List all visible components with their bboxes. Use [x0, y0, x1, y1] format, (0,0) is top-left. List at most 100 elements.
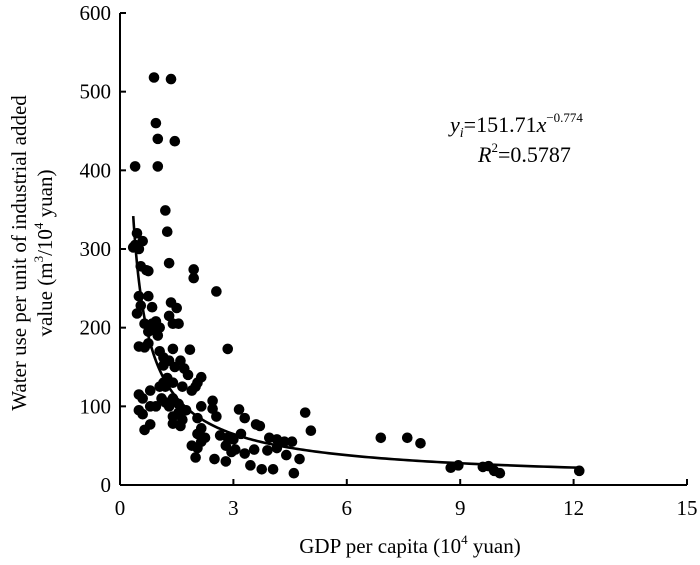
data-point [220, 456, 232, 467]
data-point [139, 318, 150, 330]
r-squared-sup: 2 [491, 140, 498, 155]
data-point [228, 434, 239, 445]
data-point [573, 465, 585, 477]
data-point [188, 264, 200, 275]
data-point [160, 381, 171, 392]
data-point [262, 445, 273, 456]
data-point [195, 401, 207, 412]
data-point [129, 161, 141, 172]
data-point [158, 360, 169, 371]
equation-exponent: −0.774 [546, 110, 583, 125]
y-axis-title-line1: Water use per unit of industrial added [7, 95, 31, 411]
y-axis-title-line2-pre: value (m [33, 262, 57, 336]
equation-rhs: =151.71 [464, 112, 537, 137]
equation-x-var: x [536, 112, 547, 137]
y-axis-title: Water use per unit of industrial added v… [7, 95, 57, 411]
data-point [190, 452, 201, 463]
y-tick-label: 400 [80, 158, 112, 182]
data-point [137, 393, 148, 404]
data-point [146, 301, 158, 313]
data-point [186, 385, 198, 396]
data-point [299, 407, 311, 418]
data-point [256, 463, 268, 475]
data-point [143, 265, 154, 277]
plot-area: 0 100 200 300 400 500 600 0 3 6 9 12 15 [80, 1, 698, 520]
data-point [163, 310, 175, 322]
x-tick-label: 0 [115, 496, 126, 520]
data-point [175, 420, 186, 432]
x-tick-label: 15 [677, 496, 698, 520]
data-point [127, 242, 139, 253]
data-point [195, 371, 207, 383]
data-point [271, 442, 283, 454]
data-point [375, 432, 387, 444]
data-point [133, 341, 145, 352]
x-tick-label: 6 [342, 496, 353, 520]
data-point [161, 226, 173, 237]
r-squared-var: R [477, 142, 492, 167]
data-point [182, 369, 194, 381]
data-point [177, 381, 188, 392]
data-point [222, 343, 234, 355]
y-tick-label: 100 [80, 394, 112, 418]
data-point [279, 436, 290, 448]
data-point [144, 385, 156, 396]
data-point [180, 404, 192, 416]
data-point [267, 463, 279, 475]
data-point [281, 449, 292, 461]
data-point [131, 308, 143, 319]
data-point [235, 428, 247, 440]
data-point [171, 302, 182, 314]
data-point [150, 117, 162, 129]
equation-annotation: yi=151.71x−0.774 [448, 110, 583, 141]
data-point [152, 330, 164, 341]
data-point [305, 425, 317, 437]
data-point [195, 436, 207, 448]
data-point [152, 161, 164, 172]
data-point [294, 453, 305, 465]
data-point [163, 401, 175, 412]
data-point [239, 448, 251, 459]
equation-y-var: y [448, 112, 460, 137]
data-point [211, 411, 222, 422]
data-point [286, 436, 298, 448]
data-point [137, 408, 148, 420]
x-axis-title-sup: 4 [461, 532, 468, 547]
data-points [127, 72, 585, 479]
x-tick-label: 9 [455, 496, 466, 520]
y-axis-title-line2-mid: /10 [33, 229, 57, 256]
data-point [169, 361, 181, 373]
data-point [148, 72, 160, 83]
data-point [131, 227, 143, 239]
data-point [160, 205, 171, 216]
x-axis-title-post: yuan) [468, 534, 521, 558]
data-point [152, 133, 164, 145]
x-tick-label: 3 [228, 496, 239, 520]
data-point [239, 412, 251, 424]
data-point [169, 135, 181, 147]
data-point [143, 290, 154, 302]
data-point [150, 401, 162, 412]
data-point [192, 412, 203, 424]
y-tick-label: 300 [80, 237, 112, 261]
data-point [139, 424, 150, 436]
data-point [165, 73, 177, 85]
data-point [184, 344, 196, 355]
data-point [229, 444, 241, 455]
data-point [494, 467, 506, 479]
data-point [245, 460, 256, 471]
data-point [254, 420, 266, 432]
y-axis-title-line2: value (m3/104 yuan) [31, 170, 57, 337]
data-point [135, 300, 147, 311]
y-tick-label: 500 [80, 80, 112, 104]
y-axis-title-sup1: 3 [31, 256, 46, 263]
data-point [415, 438, 426, 449]
data-point [173, 318, 184, 330]
data-point [207, 403, 218, 414]
y-axis-title-sup2: 4 [31, 222, 46, 229]
data-point [133, 290, 145, 302]
x-tick-label: 12 [563, 496, 584, 520]
data-point [211, 286, 222, 297]
x-axis-title-pre: GDP per capita (10 [299, 534, 461, 558]
